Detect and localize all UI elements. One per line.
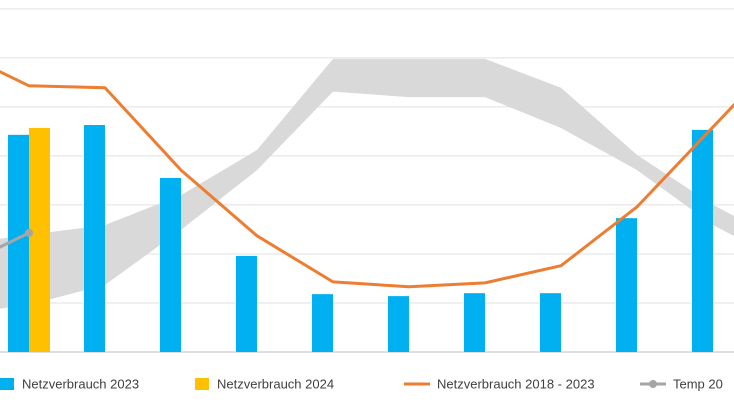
legend-swatch — [0, 378, 14, 390]
bar — [236, 255, 257, 352]
bar — [388, 296, 409, 352]
legend-swatch — [195, 378, 209, 390]
bar — [8, 134, 29, 352]
range-band — [0, 58, 734, 309]
bar — [29, 127, 50, 352]
legend-label: Temp 20 — [673, 376, 723, 391]
line — [0, 70, 734, 289]
legend-label: Netzverbrauch 2024 — [217, 376, 334, 391]
bar — [160, 177, 181, 352]
bar — [312, 294, 333, 352]
bar — [616, 218, 637, 352]
legend-label: Netzverbrauch 2018 - 2023 — [437, 376, 595, 391]
bar — [540, 293, 561, 352]
line — [0, 231, 30, 249]
legend-marker — [649, 380, 657, 388]
marker — [25, 228, 33, 237]
bar — [464, 293, 485, 352]
legend-label: Netzverbrauch 2023 — [22, 376, 139, 391]
bar — [692, 129, 713, 352]
bar — [84, 125, 105, 352]
